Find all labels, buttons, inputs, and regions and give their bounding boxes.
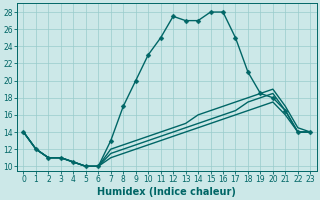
X-axis label: Humidex (Indice chaleur): Humidex (Indice chaleur) — [98, 187, 236, 197]
